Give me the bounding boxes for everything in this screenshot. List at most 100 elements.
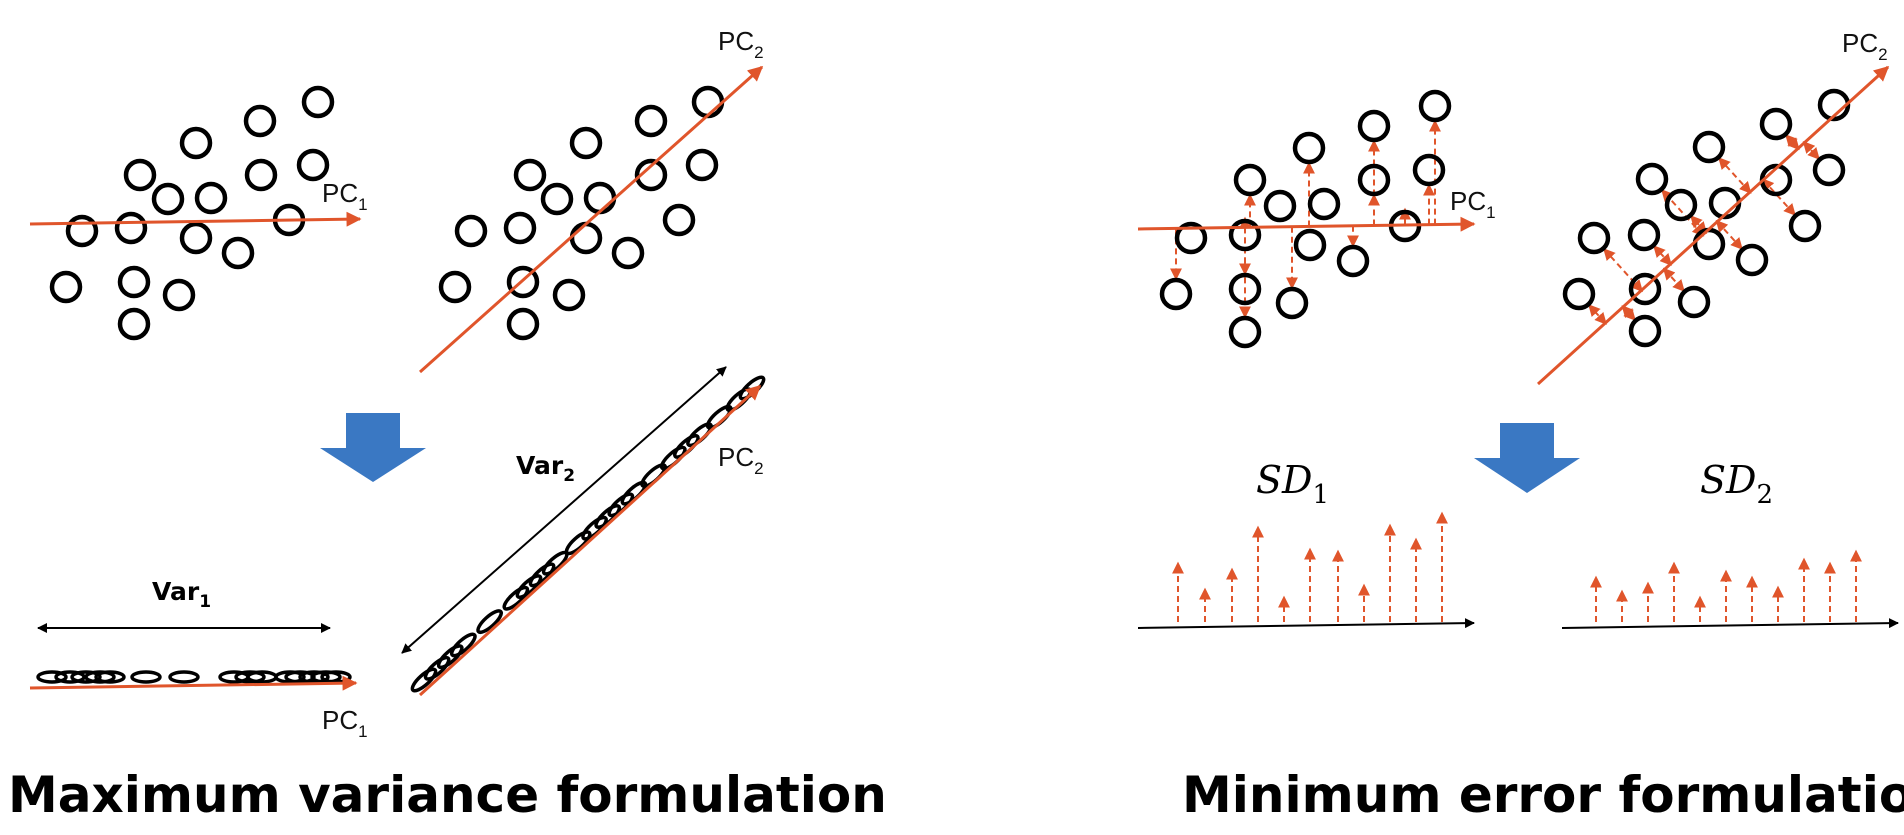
residual-arrow <box>1718 157 1752 194</box>
sd1-baseline <box>1137 618 1475 629</box>
data-point <box>1812 153 1846 187</box>
data-point <box>1228 272 1262 306</box>
residual-arrow <box>1785 134 1800 151</box>
data-point <box>569 126 603 160</box>
projected-point <box>284 670 316 684</box>
residual-arrow <box>1662 267 1685 292</box>
data-point <box>1228 218 1262 252</box>
down-arrow-icon <box>1474 423 1580 493</box>
data-point <box>1418 89 1452 123</box>
residual-arrow <box>1621 305 1636 321</box>
projected-point <box>515 574 543 600</box>
data-point <box>1627 218 1661 252</box>
pc2-axis <box>419 65 764 374</box>
data-point <box>513 158 547 192</box>
data-point <box>162 278 196 312</box>
projected-point <box>234 670 266 684</box>
data-point <box>1159 277 1193 311</box>
sd1-label: SD1 <box>1256 458 1329 510</box>
min-error-panel: PC1 PC2 SD1 SD2 Minimum error formulatio… <box>1137 28 1904 824</box>
data-point <box>1293 228 1327 262</box>
projected-point <box>673 433 700 459</box>
projected-point <box>738 375 766 401</box>
data-point <box>503 211 537 245</box>
error-pc1-label: PC1 <box>1450 186 1496 222</box>
data-point <box>117 307 151 341</box>
projected-point <box>246 670 278 684</box>
data-point <box>1692 130 1726 164</box>
pc2-label: PC2 <box>718 26 764 62</box>
data-point <box>123 158 157 192</box>
error-pc1-axis <box>1137 216 1476 232</box>
residual-arrow <box>1802 140 1820 160</box>
data-point <box>1628 272 1662 306</box>
data-point <box>1174 221 1208 255</box>
sd2-residual-bars <box>1590 549 1862 622</box>
data-point <box>296 148 330 182</box>
residual-arrow <box>1588 304 1607 325</box>
projected-point <box>410 667 438 693</box>
max-variance-title: Maximum variance formulation <box>8 766 887 824</box>
projected-pc1-label: PC1 <box>322 705 368 741</box>
residuals-pc1 <box>1170 119 1441 319</box>
projected-point <box>423 655 451 681</box>
projected-point <box>686 422 713 448</box>
residual-arrow <box>1715 219 1743 250</box>
down-arrow-icon <box>320 413 426 482</box>
error-pc2-label: PC2 <box>1842 28 1888 64</box>
min-error-title: Minimum error formulation <box>1182 766 1904 824</box>
scatter-pc1 <box>49 85 335 341</box>
data-point <box>611 236 645 270</box>
scatter-pc2-error <box>1562 88 1851 348</box>
projected-point <box>705 404 733 430</box>
projected-point <box>436 644 464 670</box>
data-point <box>65 214 99 248</box>
data-point <box>685 148 719 182</box>
data-point <box>1759 107 1793 141</box>
data-point <box>1677 285 1711 319</box>
data-point <box>1233 163 1267 197</box>
data-point <box>244 158 278 192</box>
projected-pc1-axis <box>29 675 358 691</box>
error-pc2-axis <box>1536 65 1890 386</box>
data-point <box>1635 162 1669 196</box>
projected-point <box>476 609 503 635</box>
pc1-axis <box>29 211 362 227</box>
projected-point <box>528 562 556 588</box>
projected-point <box>54 670 86 684</box>
projected-point <box>130 670 162 684</box>
data-point <box>114 211 148 245</box>
data-point <box>540 182 574 216</box>
data-point <box>179 221 213 255</box>
scatter-pc2 <box>438 85 725 341</box>
data-point <box>1664 188 1698 222</box>
projected-point <box>70 670 102 684</box>
residual-arrow <box>1761 178 1796 216</box>
data-point <box>151 182 185 216</box>
data-point <box>506 265 540 299</box>
projected-point <box>449 632 477 658</box>
data-point <box>552 278 586 312</box>
projected-pc2-label: PC2 <box>718 442 764 478</box>
data-point <box>662 203 696 237</box>
data-point <box>634 158 668 192</box>
projected-point <box>94 670 126 684</box>
projected-point <box>725 387 753 413</box>
projected-points-pc2 <box>410 375 766 693</box>
projected-pc2-axis <box>418 384 762 697</box>
projected-point <box>502 585 530 611</box>
data-point <box>243 104 277 138</box>
projected-points-pc1 <box>36 670 352 684</box>
data-point <box>117 265 151 299</box>
data-point <box>1562 277 1596 311</box>
pc1-label: PC1 <box>322 178 368 214</box>
projected-point <box>640 463 667 489</box>
data-point <box>1735 243 1769 277</box>
data-point <box>438 270 472 304</box>
data-point <box>583 181 617 215</box>
data-point <box>179 126 213 160</box>
sd2-baseline <box>1561 618 1899 629</box>
var2-arrow <box>401 366 727 654</box>
data-point <box>1692 227 1726 261</box>
